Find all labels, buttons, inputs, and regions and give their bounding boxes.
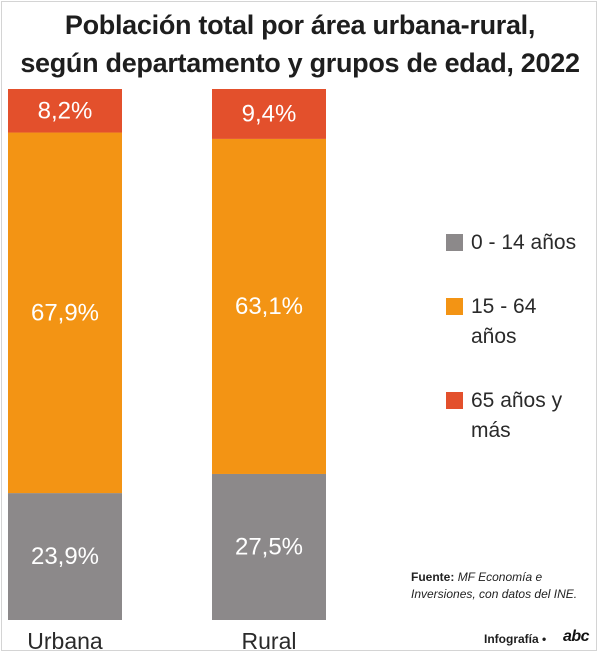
data-label-urbana-series-2: 8,2% [38, 97, 93, 124]
legend: 0 - 14 años 15 - 64 años 65 años y más [446, 228, 596, 480]
abc-logo: abc [563, 628, 590, 645]
legend-item-0-14: 0 - 14 años [446, 228, 596, 258]
source-label: Fuente: [411, 570, 455, 584]
category-label-rural: Rural [242, 628, 297, 654]
legend-swatch-65-plus [446, 392, 463, 409]
chart-title: Población total por área urbana-rural, s… [0, 6, 600, 82]
data-label-urbana-series-1: 67,9% [31, 299, 99, 326]
bar-urbana-series-1 [8, 132, 122, 494]
bar-urbana-series-0 [8, 493, 122, 620]
legend-label-15-64: 15 - 64 años [471, 295, 537, 348]
data-label-rural-series-0: 27,5% [235, 533, 303, 560]
bar-rural-series-2 [212, 89, 326, 139]
legend-swatch-15-64 [446, 298, 463, 315]
category-label-urbana: Urbana [27, 628, 103, 654]
source-note: Fuente: MF Economía e Inversiones, con d… [411, 569, 591, 603]
data-label-rural-series-1: 63,1% [235, 293, 303, 320]
legend-label-0-14: 0 - 14 años [471, 231, 577, 254]
legend-item-15-64: 15 - 64 años [446, 292, 596, 352]
source-text: MF Economía e Inversiones, con datos del… [411, 570, 578, 601]
data-label-urbana-series-0: 23,9% [31, 543, 99, 570]
chart-title-line-2: según departamento y grupos de edad, 202… [20, 48, 580, 78]
legend-item-65-plus: 65 años y más [446, 386, 596, 446]
infografia-credit: Infografía • [484, 632, 547, 646]
data-label-rural-series-2: 9,4% [242, 100, 297, 127]
bar-urbana-series-2 [8, 89, 122, 133]
bar-rural-series-1 [212, 138, 326, 474]
legend-label-65-plus: 65 años y más [471, 389, 563, 442]
legend-swatch-0-14 [446, 234, 463, 251]
chart-title-line-1: Población total por área urbana-rural, [64, 10, 536, 40]
bar-rural-series-0 [212, 473, 326, 620]
